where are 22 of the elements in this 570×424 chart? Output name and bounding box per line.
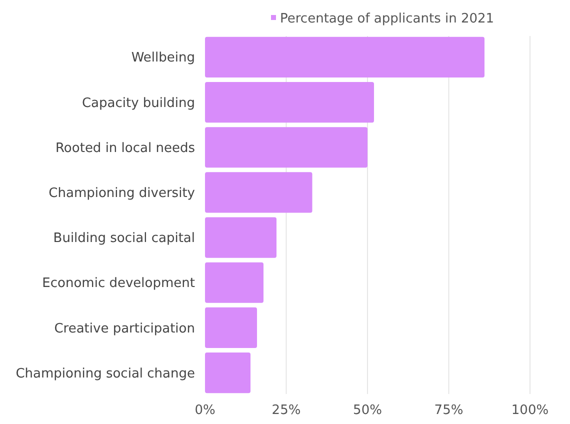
x-tick-label: 100%: [511, 403, 549, 418]
y-tick-label: Capacity building: [82, 96, 195, 111]
y-tick-label: Creative participation: [54, 321, 195, 336]
x-tick-label: 0%: [194, 403, 216, 418]
y-tick-label: Championing diversity: [48, 186, 196, 202]
y-tick-label: Rooted in local needs: [55, 140, 196, 156]
y-tick-label: Wellbeing: [131, 50, 195, 66]
bar: [205, 82, 374, 123]
x-tick-label: 75%: [434, 403, 464, 418]
bar: [205, 262, 264, 303]
y-tick-label: Economic development: [42, 276, 195, 292]
x-tick-label: 25%: [272, 403, 301, 418]
x-tick-label: 50%: [353, 403, 382, 418]
bar: [205, 217, 276, 258]
y-tick-label: Building social capital: [53, 231, 195, 246]
bar: [205, 127, 368, 168]
bar: [205, 307, 257, 348]
y-tick-label: Championing social change: [16, 366, 195, 382]
legend-label: Percentage of applicants in 2021: [280, 12, 494, 27]
bar: [205, 36, 484, 78]
bar: [205, 172, 312, 213]
bar: [205, 352, 250, 394]
